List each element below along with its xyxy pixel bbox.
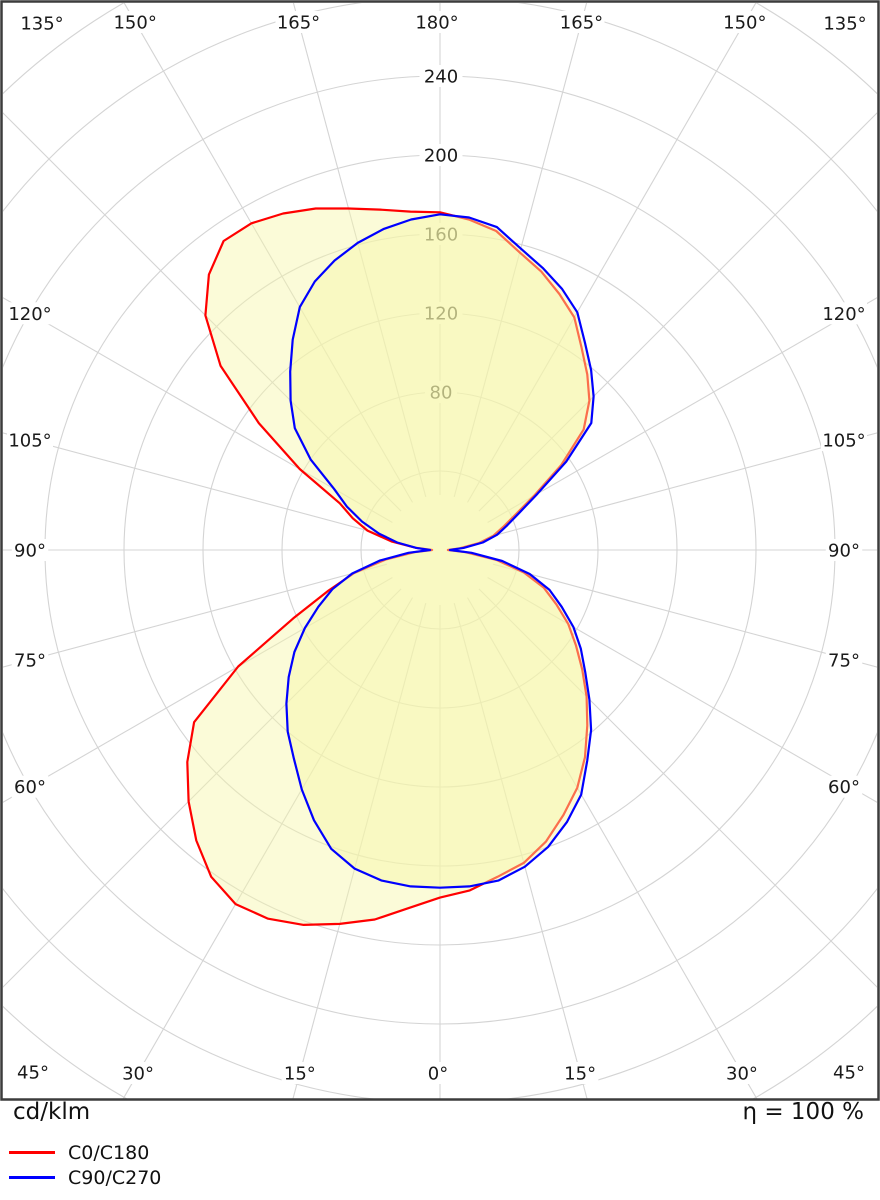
grid-spoke — [122, 597, 413, 1099]
angle-label: 0° — [428, 1064, 448, 1085]
units-label: cd/klm — [13, 1099, 91, 1125]
grid-spoke — [487, 297, 877, 523]
angle-label: 120° — [822, 304, 865, 325]
grid-spoke — [3, 577, 393, 803]
grid-spoke — [478, 588, 877, 988]
grid-spoke — [3, 297, 393, 523]
legend-label-c0-c180: C0/C180 — [68, 1141, 150, 1164]
radial-tick-label: 80 — [430, 383, 453, 404]
angle-label: 30° — [726, 1064, 758, 1085]
angle-label: 135° — [823, 14, 866, 35]
angle-label: 15° — [284, 1064, 316, 1085]
angle-label: 165° — [277, 13, 320, 34]
radial-tick-label: 240 — [424, 67, 458, 88]
angle-label: 45° — [17, 1063, 49, 1084]
angle-label: 105° — [822, 431, 865, 452]
angle-label: 90° — [828, 541, 860, 562]
angle-label: 45° — [833, 1063, 865, 1084]
angle-label: 165° — [560, 13, 603, 34]
legend: C0/C180 C90/C270 — [9, 1140, 161, 1190]
legend-item-c0-c180: C0/C180 — [9, 1140, 161, 1165]
legend-line-c0-c180 — [9, 1151, 55, 1154]
angle-label: 60° — [828, 777, 860, 798]
grid-spoke — [487, 577, 877, 803]
grid-spoke — [3, 112, 402, 512]
radial-tick-label: 160 — [424, 225, 458, 246]
angle-label: 15° — [564, 1064, 596, 1085]
angle-label: 30° — [122, 1064, 154, 1085]
curves — [186, 207, 595, 926]
angle-label: 120° — [8, 304, 51, 325]
angle-labels: 0° 15° 15° 30° 30° 45° 45° 60° 60° 75° 75° 90° 90° 10… — [7, 11, 868, 1085]
legend-item-c90-c270: C90/C270 — [9, 1165, 161, 1190]
angle-label: 105° — [8, 431, 51, 452]
legend-line-c90-c270 — [9, 1176, 55, 1179]
radial-tick-labels: 80 120 160 200 240 — [419, 65, 463, 404]
radial-tick-label: 120 — [424, 304, 458, 325]
radial-tick-label: 200 — [424, 146, 458, 167]
grid-spoke — [453, 3, 588, 498]
grid-spoke — [123, 3, 413, 503]
angle-label: 75° — [828, 650, 860, 671]
angle-label: 150° — [723, 13, 766, 34]
legend-label-c90-c270: C90/C270 — [68, 1166, 162, 1189]
angle-label: 180° — [415, 13, 458, 34]
grid-spoke — [467, 597, 758, 1099]
angle-label: 90° — [14, 541, 46, 562]
grid-spoke — [453, 602, 588, 1099]
grid-spoke — [292, 3, 427, 498]
angle-label: 150° — [113, 13, 156, 34]
grid-spoke — [292, 602, 427, 1099]
chart-border — [0, 0, 880, 1101]
grid-spoke — [467, 3, 757, 503]
polar-chart-svg: 80 120 160 200 240 0° 15° 15° 30° 30° 45° 45° 60° 60°… — [0, 0, 880, 1102]
grid-spoke — [3, 588, 402, 988]
angle-label: 60° — [14, 777, 46, 798]
curve-c90-c270 — [285, 213, 595, 889]
curve-c0-c180 — [186, 207, 591, 926]
grid-spoke — [478, 112, 877, 512]
angle-label: 135° — [20, 14, 63, 35]
efficiency-label: η = 100 % — [742, 1099, 864, 1125]
angle-label: 75° — [14, 650, 46, 671]
